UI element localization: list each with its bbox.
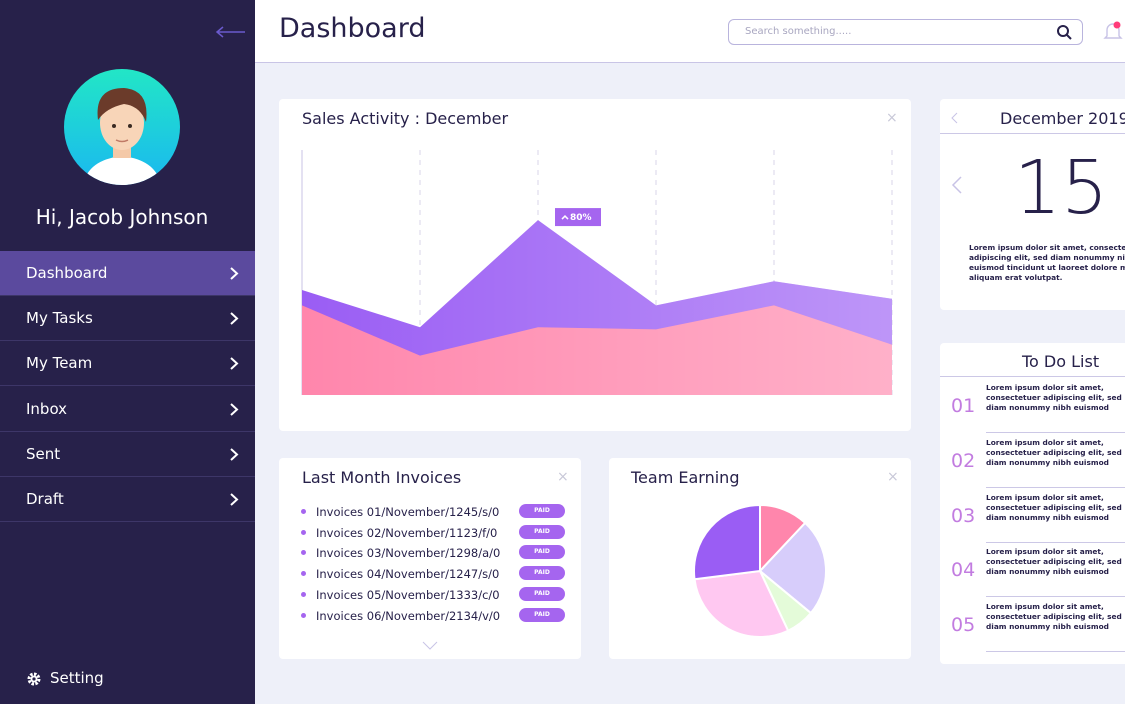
value-label-icon [561,215,569,220]
team-earning-card: Team Earning × [609,458,911,659]
pie-slice [758,521,827,615]
todo-number: 04 [951,559,976,582]
status-badge: PAID [519,504,565,518]
todo-text: Lorem ipsum dolor sit amet, consectetuer… [986,383,1125,414]
prev-month[interactable] [951,112,959,124]
card-title: Sales Activity : December [302,109,509,128]
status-badge: PAID [519,586,565,601]
menu-chevron [230,267,239,280]
invoice-label: Invoices 02/November/1123/f/0 [316,525,498,540]
invoice-row: Invoices 06/November/2134/v/0 PAID [301,607,571,623]
invoices-card: Last Month Invoices × Invoices 01/Novemb… [279,458,581,659]
todo-text: Lorem ipsum dolor sit amet, consectetuer… [986,547,1125,578]
menu-label: Draft [26,490,64,508]
calendar-card: December 2019 15 Lorem ipsum dolor sit a… [940,99,1125,310]
invoice-row: Invoices 02/November/1123/f/0 PAID [301,524,571,540]
invoice-row: Invoices 04/November/1247/s/0 PAID [301,566,571,582]
menu-label: Sent [26,444,61,463]
close-button[interactable]: × [886,110,898,126]
sidebar: Hi, Jacob Johnson Dashboard My Tasks My Te… [0,0,255,704]
value-label: 80% [570,213,592,223]
menu-chevron [230,493,239,506]
menu-item[interactable]: My Team [0,341,255,387]
collapse-arrow[interactable] [215,26,247,38]
todo-title: To Do List [1022,352,1100,371]
menu-item[interactable]: My Tasks [0,296,255,342]
menu-label: Dashboard [26,264,108,282]
area-chart: 80% [301,150,893,395]
close-button[interactable]: × [557,469,569,485]
pie-slice [693,569,790,638]
menu-chevron [230,312,239,325]
header: Dashboard Search something..... [255,0,1125,63]
menu-chevron [230,402,239,416]
status-badge: PAID [519,566,565,581]
setting-link[interactable]: Setting [50,669,104,687]
bullet [301,550,306,556]
calendar-day: 15 [1014,145,1109,231]
todo-text: Lorem ipsum dolor sit amet, consectetuer… [986,437,1125,469]
invoice-label: Invoices 01/November/1245/s/0 [316,505,500,519]
page-title: Dashboard [279,13,426,44]
divider [940,133,1125,134]
menu-chevron [230,448,239,461]
divider [986,486,1125,488]
invoice-label: Invoices 04/November/1247/s/0 [316,567,500,582]
calendar-month: December 2019 [1000,109,1125,128]
prev-day[interactable] [951,176,963,194]
todo-number: 02 [951,449,976,472]
expand-arrow[interactable] [422,641,438,651]
todo-text: Lorem ipsum dolor sit amet, consectetuer… [986,492,1125,524]
menu-label: My Tasks [26,309,93,328]
invoice-row: Invoices 01/November/1245/s/0 PAID [301,504,571,519]
todo-number: 05 [951,614,976,637]
divider [986,651,1125,653]
bullet [301,612,306,618]
invoice-row: Invoices 05/November/1333/c/0 PAID [301,586,571,602]
close-button[interactable]: × [887,469,899,485]
pie-chart [693,503,827,638]
notification-bell[interactable] [1103,20,1123,42]
pie-slice [693,503,761,581]
todo-number: 03 [951,504,976,527]
value-label-box [555,208,601,227]
invoice-label: Invoices 06/November/2134/v/0 [316,608,501,623]
search-icon[interactable] [1056,24,1072,40]
invoice-row: Invoices 03/November/1298/a/0 PAID [301,545,571,561]
todo-number: 01 [951,395,976,417]
invoice-label: Invoices 03/November/1298/a/0 [316,546,501,561]
divider [986,596,1125,598]
bullet [301,529,306,535]
greeting: Hi, Jacob Johnson [35,205,209,229]
todo-card: To Do List 01 Lorem ipsum dolor sit amet,… [940,343,1125,664]
card-title: Last Month Invoices [302,468,462,487]
menu-label: My Team [26,354,93,373]
search-box[interactable]: Search something..... [728,19,1083,45]
bullet [301,591,306,597]
calendar-text: Lorem ipsum dolor sit amet, consectetuer… [969,243,1125,282]
setting-icon[interactable] [26,671,42,687]
status-badge: PAID [519,545,565,560]
invoice-label: Invoices 05/November/1333/c/0 [316,587,500,602]
divider [940,376,1125,377]
menu-item[interactable]: Dashboard [0,251,255,296]
menu-item[interactable]: Draft [0,477,255,522]
bullet [301,571,306,577]
bullet [301,509,306,514]
area-shade [302,305,892,395]
menu-item[interactable]: Sent [0,432,255,477]
menu-item[interactable]: Inbox [0,387,255,432]
card-title: Team Earning [631,468,740,487]
status-badge: PAID [519,524,565,539]
avatar [64,69,180,185]
menu-label: Inbox [26,399,68,418]
sales-activity-card: Sales Activity : December × 80% [279,99,911,431]
menu-chevron [230,357,239,371]
divider [986,541,1125,543]
search-placeholder: Search something..... [745,26,852,37]
todo-text: Lorem ipsum dolor sit amet, consectetuer… [986,602,1125,633]
divider [986,432,1125,433]
status-badge: PAID [519,607,565,622]
